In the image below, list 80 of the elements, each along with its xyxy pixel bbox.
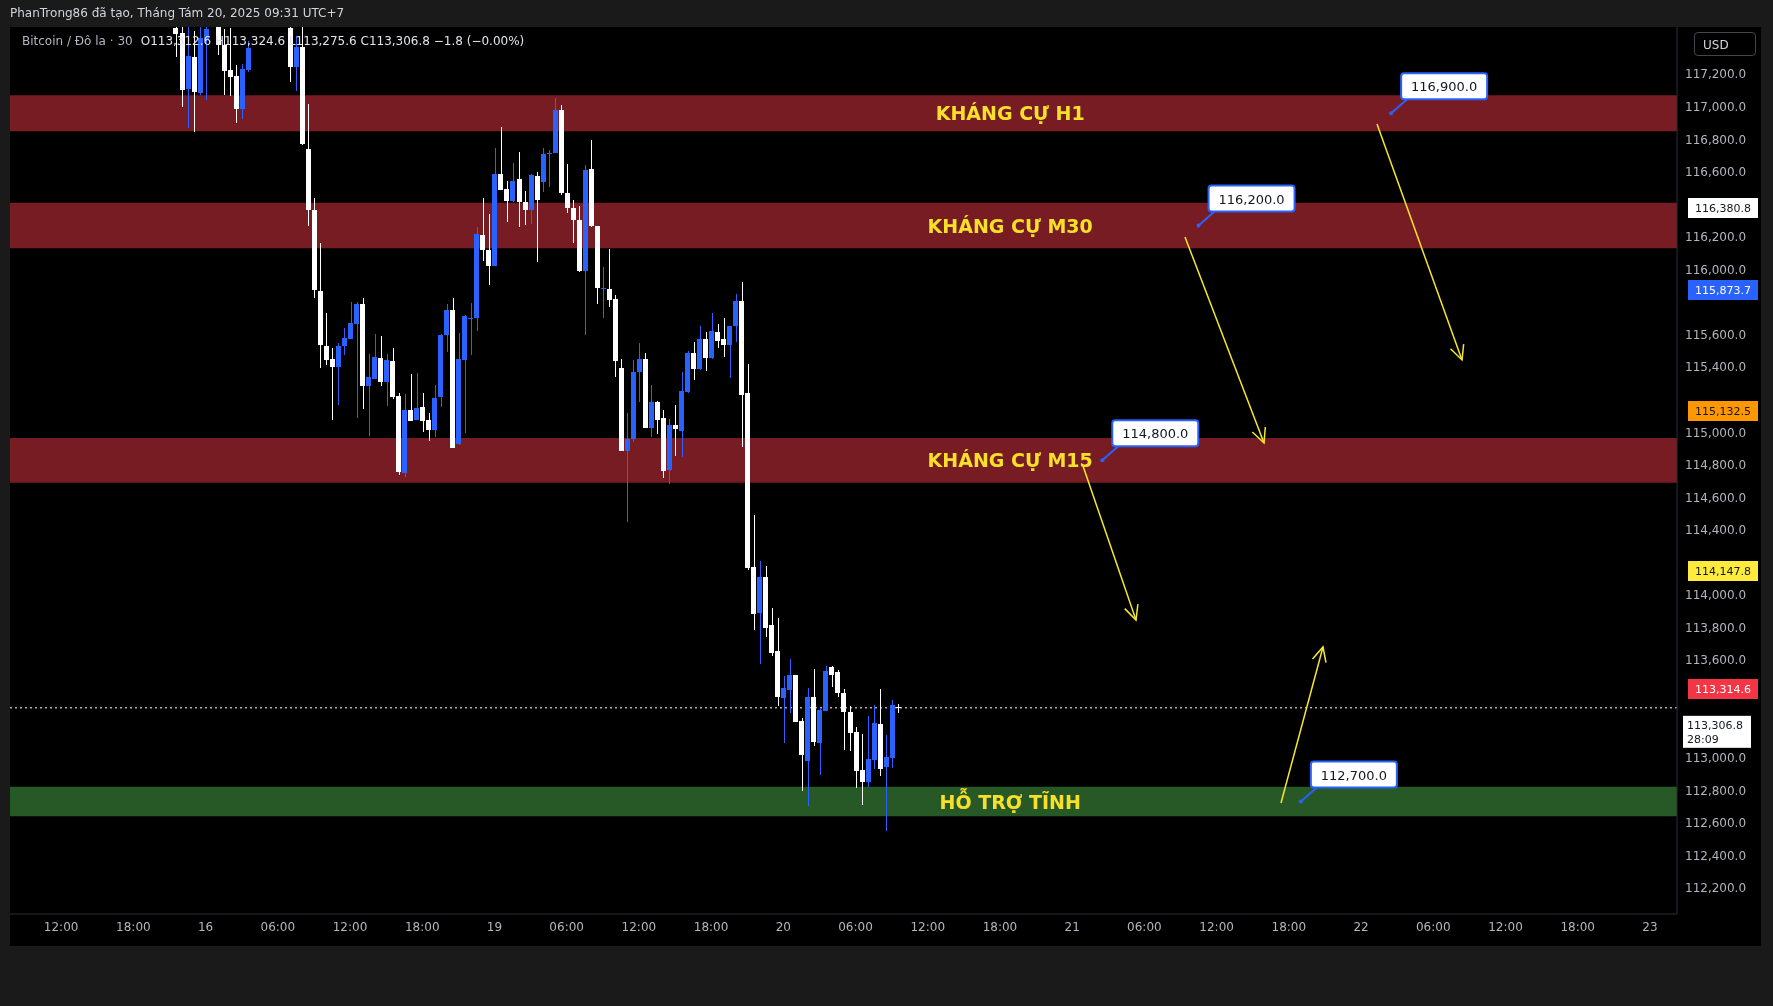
candlestick: [414, 372, 420, 421]
y-tick-label: 113,000.0: [1685, 751, 1747, 766]
y-tick-label: 113,600.0: [1685, 653, 1747, 668]
candlestick: [335, 342, 341, 406]
x-tick-label: 18:00: [1560, 919, 1595, 934]
x-tick-label: 20: [775, 919, 791, 934]
x-tick-label: 12:00: [332, 919, 368, 934]
x-tick-label: 12:00: [910, 919, 946, 934]
text: PhanTrong86 đã tạo, Tháng Tám 20, 2025 09:31 UTC+7: [10, 6, 345, 20]
y-tick-label: 116,000.0: [1685, 262, 1747, 277]
y-tick-label: 114,800.0: [1685, 458, 1747, 473]
x-tick-label: 18:00: [1271, 919, 1307, 934]
text: 115,873.7: [1695, 284, 1751, 297]
y-tick-label: 116,800.0: [1685, 132, 1747, 147]
candlestick: [636, 342, 642, 403]
candlestick: [408, 373, 414, 422]
candlestick: [510, 162, 516, 203]
x-tick-label: 06:00: [260, 919, 296, 934]
x-tick-label: 12:00: [1488, 919, 1523, 934]
y-axis-title: USD: [1694, 32, 1756, 56]
candlestick: [384, 353, 390, 407]
x-tick-label: 18:00: [693, 919, 729, 934]
candlestick: [703, 331, 709, 372]
band-label: KHÁNG CỰ M30: [927, 214, 1093, 237]
y-tick-label: 112,800.0: [1685, 783, 1747, 798]
candlestick: [480, 197, 486, 262]
ref-line-label: 113,306.8: [1687, 718, 1743, 732]
text: 114,147.8: [1695, 565, 1751, 578]
candlestick: [546, 149, 552, 188]
x-tick-label: 12:00: [1199, 919, 1234, 934]
y-tick-label: 113,800.0: [1685, 620, 1747, 635]
x-tick-label: 18:00: [404, 919, 440, 934]
candlestick: [564, 163, 570, 214]
x-tick-label: 21: [1064, 919, 1080, 934]
x-tick-label: 12:00: [43, 919, 79, 934]
y-tick-label: 116,600.0: [1685, 165, 1747, 180]
x-tick-label: 22: [1353, 919, 1369, 934]
x-tick-label: 23: [1642, 919, 1658, 934]
text: 115,132.5: [1695, 405, 1751, 418]
y-tick-label: 114,600.0: [1685, 490, 1747, 505]
candlestick: [600, 266, 606, 319]
x-tick-label: 06:00: [838, 919, 873, 934]
x-tick-label: 06:00: [1127, 919, 1162, 934]
band-label: KHÁNG CỰ M15: [927, 449, 1093, 472]
y-tick-label: 117,000.0: [1685, 100, 1747, 115]
x-tick-label: 19: [486, 919, 503, 934]
candlestick: [522, 190, 528, 226]
y-tick-label: 115,000.0: [1685, 425, 1747, 440]
x-tick-label: 06:00: [1415, 919, 1451, 934]
candlestick: [516, 151, 522, 228]
x-tick-label: 18:00: [982, 919, 1018, 934]
x-tick-label: 16: [197, 919, 214, 934]
candlestick: [727, 325, 733, 379]
candlestick: [486, 213, 492, 286]
y-tick-label: 112,400.0: [1685, 848, 1747, 863]
text: Bitcoin / Đô la · 30: [22, 34, 133, 48]
y-tick-label: 114,000.0: [1685, 588, 1747, 603]
y-tick-label: 115,600.0: [1685, 327, 1747, 342]
x-tick-label: 06:00: [549, 919, 584, 934]
annotation: 112,700.0: [1320, 767, 1387, 783]
y-tick-label: 112,200.0: [1685, 881, 1747, 896]
candlestick: [672, 404, 678, 457]
band-label: HỖ TRỢ TĨNH: [939, 786, 1081, 813]
band-label: KHÁNG CỰ H1: [935, 102, 1085, 125]
candlestick: [691, 341, 697, 381]
y-tick-label: 112,600.0: [1685, 816, 1747, 831]
y-tick-label: 116,200.0: [1685, 230, 1747, 245]
text: 113,314.6: [1695, 683, 1751, 696]
y-tick-label: 115,400.0: [1685, 360, 1747, 375]
candlestick: [570, 199, 576, 244]
annotation: 116,900.0: [1411, 79, 1478, 95]
y-tick-label: 114,400.0: [1685, 523, 1747, 538]
annotation: 114,800.0: [1122, 426, 1189, 442]
candlestick: [624, 412, 630, 523]
text: 116,380.8: [1695, 202, 1751, 215]
x-tick-label: 18:00: [116, 919, 151, 934]
x-tick-label: 12:00: [621, 919, 657, 934]
annotation: 116,200.0: [1218, 191, 1285, 207]
text: 28:09: [1687, 732, 1719, 746]
y-tick-label: 117,200.0: [1685, 67, 1747, 82]
